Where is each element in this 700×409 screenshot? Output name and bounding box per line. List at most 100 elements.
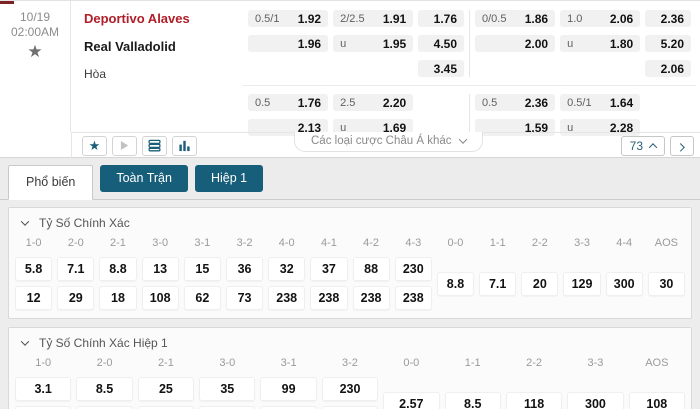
score-odds-cell[interactable]: 13 (141, 257, 179, 281)
odds-cell[interactable]: 3.45 (418, 60, 464, 77)
score-odds-cell[interactable]: 230 (199, 406, 256, 409)
match-date: 10/19 (19, 10, 51, 24)
odds-line-label: u (567, 121, 574, 134)
score-odds-cell[interactable]: 300 (567, 391, 624, 409)
score-odds-cell[interactable]: 7.1 (479, 271, 517, 296)
odds-cell[interactable]: u 2.28 (560, 119, 641, 136)
score-odds-cell[interactable]: 99 (260, 377, 317, 401)
market-count-toggle[interactable]: 73 (620, 135, 665, 156)
statistics-button[interactable] (172, 135, 197, 156)
score-odds-cell[interactable]: 62 (183, 286, 221, 310)
score-odds-cell[interactable]: 129 (563, 271, 601, 296)
odds-cell[interactable]: 0/0.5 1.86 (475, 10, 556, 27)
score-odds-cell[interactable]: 8.5 (76, 377, 133, 401)
odds-cell[interactable]: 4.50 (418, 35, 464, 52)
score-odds-cell[interactable]: 36 (76, 406, 133, 409)
odds-cell[interactable]: 2.36 (645, 10, 691, 27)
score-odds-cell[interactable]: 8.8 (99, 257, 137, 281)
score-odds-cell[interactable]: 30 (647, 271, 685, 296)
score-odds-cell[interactable]: 36 (225, 257, 264, 281)
score-odds-cell[interactable]: 50 (137, 406, 195, 409)
score-odds-cell[interactable]: 238 (310, 286, 348, 310)
score-odds-cell[interactable]: 25 (137, 377, 195, 401)
live-play-button[interactable] (112, 135, 137, 156)
favorite-button[interactable]: ★ (82, 135, 107, 156)
odds-line-label: 2.5 (340, 96, 356, 109)
score-odds-cell[interactable]: 238 (352, 286, 390, 310)
score-odds-cell[interactable]: 118 (505, 391, 563, 409)
market-section-card: Tỷ Số Chính Xác Hiệp 1 1-0 3.1 6.5 2-0 8.5 36 2… (8, 327, 692, 409)
score-odds-cell[interactable]: 37 (310, 257, 348, 281)
score-odds-cell[interactable]: 35 (199, 377, 256, 401)
score-header: AOS (645, 357, 669, 369)
score-odds-cell[interactable]: 8.8 (436, 271, 475, 296)
tab-2[interactable]: Hiệp 1 (194, 165, 264, 192)
handicap-column: 0.5 1.76 2.13 (248, 94, 329, 136)
next-button[interactable] (670, 135, 694, 156)
score-odds-cell[interactable]: 20 (521, 271, 559, 296)
score-odds-cell[interactable]: 6.5 (15, 406, 72, 409)
score-odds-cell[interactable]: 3.1 (15, 377, 72, 401)
tab-0[interactable]: Phổ biến (8, 165, 94, 200)
odds-value: 1.69 (382, 120, 407, 135)
odds-line-label: 0.5 (255, 96, 271, 109)
odds-cell[interactable]: u 1.80 (560, 35, 641, 52)
odds-cell[interactable]: 2/2.5 1.91 (333, 10, 414, 27)
more-asian-bets-dropdown[interactable]: Các loại cược Châu Á khác (294, 132, 483, 152)
play-icon (120, 141, 129, 150)
score-odds-cell[interactable]: 7.1 (57, 257, 95, 281)
score-odds-cell[interactable]: 18 (99, 286, 137, 310)
fulltime-odds-group: 0.5/1 1.92 1.96 2/2.5 1.91 u 1.95 1.76 4.50 3.45 0… (243, 10, 696, 77)
score-odds-cell[interactable]: 32 (268, 257, 306, 281)
odds-cell[interactable]: 0.5 2.36 (475, 94, 556, 111)
section-header[interactable]: Tỷ Số Chính Xác (9, 208, 691, 232)
odds-cell[interactable]: 0.5 1.76 (248, 94, 329, 111)
score-odds-cell[interactable]: 5.8 (15, 257, 53, 281)
score-odds-cell[interactable]: 88 (352, 257, 390, 281)
odds-cell[interactable]: 1.0 2.06 (560, 10, 641, 27)
odds-value: 2.28 (609, 120, 634, 135)
odds-cell[interactable]: u 1.69 (333, 119, 414, 136)
more-asian-bets-label: Các loại cược Châu Á khác (311, 135, 452, 147)
score-grid: 1-03.16.52-08.5362-125503-0352303-199230… (9, 352, 691, 409)
score-odds-cell[interactable]: 300 (605, 271, 643, 296)
section-header[interactable]: Tỷ Số Chính Xác Hiệp 1 (9, 328, 691, 352)
market-count: 73 (629, 138, 643, 153)
score-odds-cell[interactable]: 108 (628, 391, 685, 409)
markets-stack-button[interactable] (142, 135, 167, 156)
odds-half: 0/0.5 1.86 2.00 1.0 2.06 u 1.80 2.36 5.20 2.06 (469, 10, 696, 77)
odds-cell[interactable]: 1.96 (248, 35, 329, 52)
odds-cell[interactable]: 2.5 2.20 (333, 94, 414, 111)
score-odds-cell[interactable]: 230 (394, 257, 432, 281)
score-header: 1-0 (25, 237, 42, 249)
favorite-star-icon[interactable]: ★ (27, 42, 43, 61)
odds-cell[interactable]: 1.59 (475, 119, 556, 136)
odds-cell[interactable]: 0.5/1 1.92 (248, 10, 329, 27)
score-header: 4-1 (320, 237, 337, 249)
score-header: 3-3 (587, 357, 604, 369)
odds-cell[interactable]: 2.00 (475, 35, 556, 52)
odds-cell[interactable]: u 1.95 (333, 35, 414, 52)
score-odds-cell[interactable]: 238 (268, 286, 306, 310)
teams-column: Deportivo Alaves Real Valladolid Hòa (71, 1, 239, 132)
odds-cell[interactable]: 0.5/1 1.64 (560, 94, 641, 111)
odds-cell[interactable]: 1.76 (418, 10, 464, 27)
tab-1[interactable]: Toàn Trận (100, 165, 188, 192)
odds-cell[interactable]: 2.06 (645, 60, 691, 77)
score-odds-cell[interactable]: 230 (260, 406, 317, 409)
score-odds-cell[interactable]: 230 (321, 406, 379, 409)
score-odds-cell[interactable]: 12 (15, 286, 53, 310)
score-odds-cell[interactable]: 15 (183, 257, 221, 281)
odds-value: 1.64 (609, 95, 634, 110)
score-odds-cell[interactable]: 8.5 (444, 391, 501, 409)
odds-cell[interactable]: 5.20 (645, 35, 691, 52)
odds-cell[interactable]: 2.13 (248, 119, 329, 136)
score-header: 4-4 (616, 237, 633, 249)
score-odds-cell[interactable]: 230 (321, 377, 379, 401)
score-odds-cell[interactable]: 238 (394, 286, 432, 310)
score-odds-cell[interactable]: 108 (141, 286, 179, 310)
score-odds-cell[interactable]: 2.57 (383, 391, 440, 409)
score-odds-cell[interactable]: 73 (225, 286, 264, 310)
score-odds-cell[interactable]: 29 (57, 286, 95, 310)
score-header: 4-3 (405, 237, 422, 249)
